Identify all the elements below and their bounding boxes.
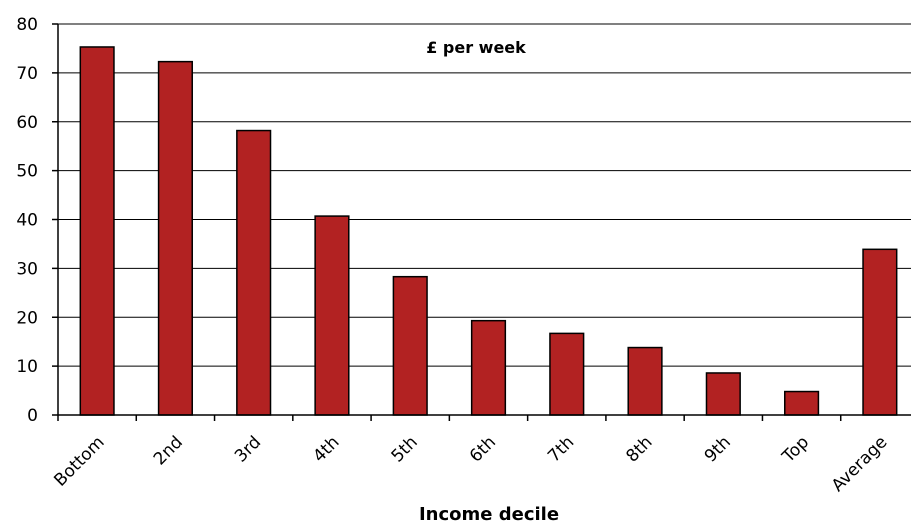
bar-6th	[470, 319, 507, 416]
x-tick-label: Bottom	[50, 432, 108, 490]
y-tick-label: 50	[16, 162, 38, 182]
y-tick-label: 10	[16, 357, 38, 377]
bar-9th	[705, 372, 741, 416]
bar-8th	[627, 346, 663, 416]
x-tick-label: Average	[828, 432, 892, 496]
y-tick-label: 20	[16, 308, 38, 328]
y-tick-labels: 0 10 20 30 40 50 60 70 80	[16, 15, 38, 426]
bar-2nd	[157, 60, 193, 416]
bars	[79, 46, 898, 416]
x-axis-title: Income decile	[419, 504, 559, 525]
y-tick-label: 40	[16, 211, 38, 231]
y-tick-label: 0	[27, 406, 38, 426]
x-tick-label: 7th	[544, 432, 578, 466]
y-tick-label: 30	[16, 259, 38, 279]
gridlines	[58, 23, 911, 367]
x-tick-label: 3rd	[231, 432, 265, 466]
bar-top	[784, 390, 820, 416]
x-tick-label: 6th	[466, 432, 500, 466]
bar-4th	[314, 215, 350, 416]
bar-7th	[549, 332, 585, 416]
y-tick-label: 70	[16, 64, 38, 84]
x-tick-label: 8th	[622, 432, 656, 466]
y-tick-label: 60	[16, 113, 38, 133]
y-tick-label: 80	[16, 15, 38, 35]
bar-bottom	[79, 46, 115, 416]
x-tick-label: 9th	[701, 432, 735, 466]
bar-average	[862, 248, 898, 416]
x-tick-labels: Bottom 2nd 3rd 4th 5th 6th 7th 8th 9th Top Average	[50, 432, 891, 496]
axes	[52, 23, 911, 421]
units-annotation: £ per week	[426, 38, 526, 57]
x-tick-label: Top	[778, 432, 813, 467]
x-tick-label: 5th	[388, 432, 422, 466]
bar-5th	[392, 275, 428, 416]
bar-3rd	[236, 129, 272, 416]
x-tick-label: 2nd	[150, 432, 187, 469]
x-tick-label: 4th	[309, 432, 343, 466]
